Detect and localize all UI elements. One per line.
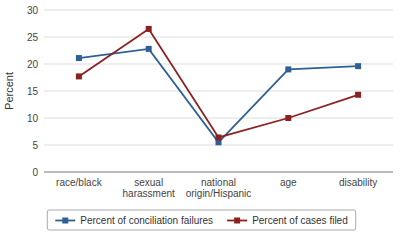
x-tick-label-line: age	[280, 177, 297, 188]
series-line	[79, 49, 358, 142]
marker	[216, 134, 222, 140]
x-tick-label: race/black	[56, 177, 103, 188]
x-tick-label: nationalorigin/Hispanic	[186, 177, 252, 199]
grid-line	[44, 172, 393, 173]
marker	[76, 55, 82, 61]
marker	[355, 63, 361, 69]
y-tick-label: 10	[27, 113, 39, 124]
y-tick-label: 15	[27, 86, 39, 97]
grid-line	[44, 37, 393, 38]
legend-frame	[47, 210, 355, 230]
x-tick-label: disability	[339, 177, 377, 188]
y-axis-label: Percent	[3, 72, 15, 110]
legend-label: Percent of cases filed	[252, 215, 348, 226]
x-tick-label: age	[280, 177, 297, 188]
x-tick-label-line: origin/Hispanic	[186, 188, 252, 199]
legend-marker	[62, 218, 68, 224]
legend-label: Percent of conciliation failures	[80, 215, 213, 226]
x-tick-label-line: harassment	[123, 188, 175, 199]
x-tick-label-line: race/black	[56, 177, 103, 188]
marker	[146, 46, 152, 52]
marker	[76, 73, 82, 79]
chart: 0 5 10 15 20 25 30 Percent race/black sexualharas…	[0, 0, 403, 236]
marker	[285, 66, 291, 72]
y-tick-label: 5	[32, 140, 38, 151]
legend-marker	[234, 218, 240, 224]
y-tick-label: 0	[32, 167, 38, 178]
grid-line	[44, 118, 393, 119]
grid-line	[44, 10, 393, 11]
x-axis-line	[44, 172, 393, 173]
x-tick-label-line: sexual	[134, 177, 163, 188]
grid-line	[44, 91, 393, 92]
plot-area	[76, 26, 361, 145]
x-tick-label-line: disability	[339, 177, 377, 188]
x-tick-label: sexualharassment	[123, 177, 175, 199]
legend: Percent of conciliation failures Percent …	[47, 210, 355, 230]
y-tick-label: 20	[27, 59, 39, 70]
series-line	[79, 29, 358, 138]
y-tick-label: 30	[27, 5, 39, 16]
y-tick-label: 25	[27, 32, 39, 43]
marker	[285, 115, 291, 121]
x-tick-label-line: national	[201, 177, 236, 188]
marker	[146, 26, 152, 32]
marker	[355, 92, 361, 98]
